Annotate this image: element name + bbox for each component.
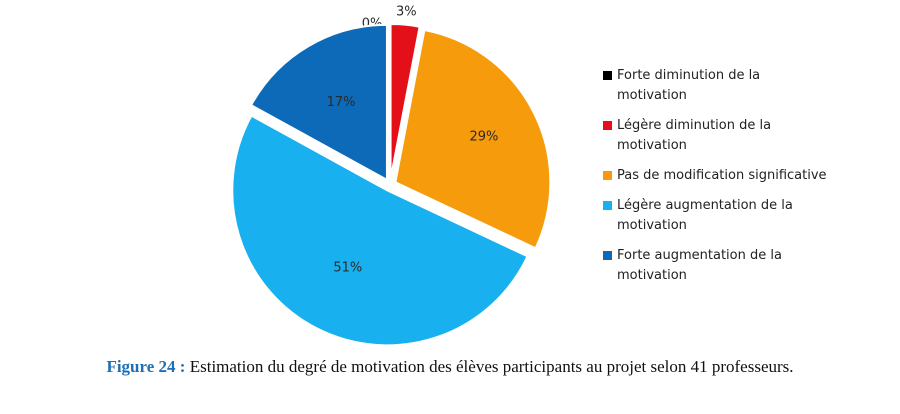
chart-legend: Forte diminution de la motivation Légère …	[603, 66, 833, 296]
pie-slice-4	[249, 23, 388, 182]
figure-caption: Figure 24 : Estimation du degré de motiv…	[60, 356, 840, 378]
caption-text: Estimation du degré de motivation des él…	[189, 357, 794, 376]
legend-item-4: Forte augmentation de la motivation	[603, 246, 833, 286]
legend-label-3: Légère augmentation de la motivation	[617, 198, 793, 233]
pie-slice-2	[394, 28, 552, 250]
legend-label-4: Forte augmentation de la motivation	[617, 248, 782, 283]
legend-swatch-2	[603, 171, 612, 180]
legend-item-3: Légère augmentation de la motivation	[603, 196, 833, 236]
legend-label-2: Pas de modification significative	[617, 168, 827, 183]
pie-slice-label-2: 29%	[469, 130, 498, 145]
pie-slice-label-3: 51%	[333, 260, 362, 275]
legend-item-2: Pas de modification significative	[603, 166, 833, 186]
pie-slice-label-1: 3%	[396, 5, 417, 20]
pie-chart: 0% 3% 29% 51% 17% Forte diminution de la mot…	[231, 5, 833, 347]
legend-swatch-4	[603, 251, 612, 260]
legend-swatch-1	[603, 121, 612, 130]
legend-label-1: Légère diminution de la motivation	[617, 118, 772, 153]
figure-number: Figure 24 :	[106, 357, 186, 376]
pie-slice-1	[389, 23, 421, 180]
legend-swatch-0	[603, 71, 612, 80]
pie-slice-3	[231, 114, 529, 347]
legend-item-0: Forte diminution de la motivation	[603, 66, 833, 106]
pie-chart-svg: 0%3%29%51%17%	[231, 5, 552, 347]
legend-swatch-3	[603, 201, 612, 210]
legend-item-1: Légère diminution de la motivation	[603, 116, 833, 156]
legend-label-0: Forte diminution de la motivation	[617, 68, 761, 103]
pie-slice-label-4: 17%	[327, 95, 356, 110]
